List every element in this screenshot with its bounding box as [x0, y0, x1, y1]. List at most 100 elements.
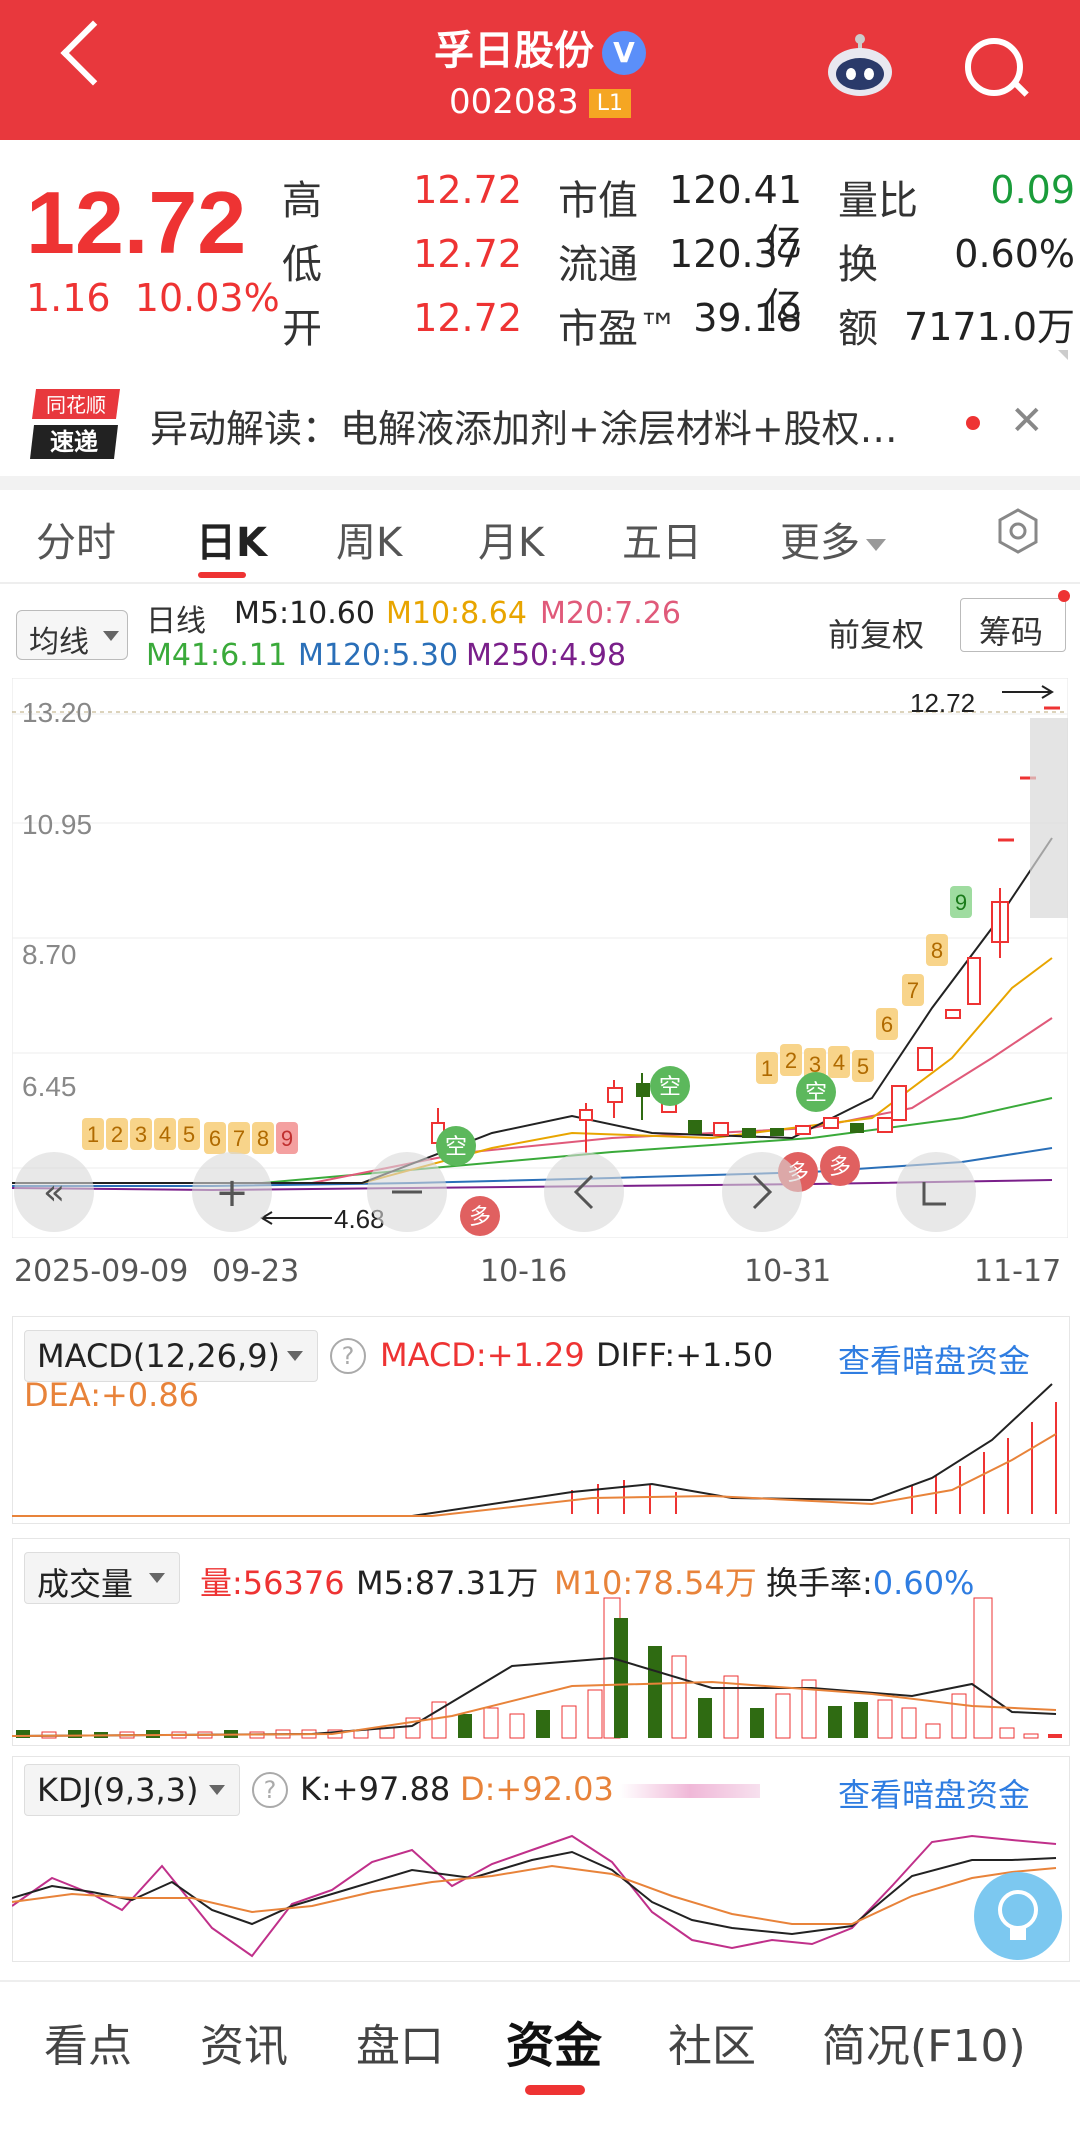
close-icon[interactable]: ✕ — [1010, 398, 1044, 444]
tab-more[interactable]: 更多 — [780, 510, 886, 568]
kdj-d-value: D:+92.03 — [460, 1770, 614, 1808]
dark-pool-link[interactable]: 查看暗盘资金 — [838, 1342, 1031, 1380]
chart-nav-controls[interactable]: « + — [14, 1152, 976, 1232]
bottom-tab-profile[interactable]: 简况(F10) — [822, 2021, 1026, 2072]
ma5-label: M5:10.60 — [234, 596, 375, 631]
volume-dropdown-icon — [149, 1573, 165, 1583]
fullscreen-icon — [922, 1182, 946, 1206]
price-change: 1.16 10.03% — [26, 276, 280, 320]
turnover-rate: 换手率:0.60% — [766, 1558, 974, 1604]
fullscreen-button[interactable] — [896, 1152, 976, 1232]
signal-b-3: 3 — [809, 1052, 821, 1077]
amount-value: 7171.0万 — [904, 305, 1075, 349]
lightbulb-icon[interactable] — [972, 1870, 1064, 1962]
stock-code-row: 002083 L1 — [0, 82, 1080, 122]
bottom-tab-funds[interactable]: 资金 — [506, 2018, 603, 2074]
y-tick-2: 10.95 — [22, 809, 92, 840]
turnover-rate-label: 换手率: — [766, 1564, 873, 1602]
signal-a-2: 2 — [111, 1122, 123, 1147]
tab-daily-k[interactable]: 日K — [196, 520, 267, 566]
signal-a-5: 5 — [183, 1122, 195, 1147]
signal-a-9: 9 — [281, 1126, 293, 1151]
search-icon[interactable] — [965, 38, 1023, 96]
news-logo-bottom: 速递 — [50, 428, 98, 456]
expand-icon[interactable] — [1058, 350, 1068, 360]
tab-monthly-k[interactable]: 月K — [478, 520, 545, 566]
kline-chart[interactable]: 13.20 10.95 8.70 6.45 12.72 — [12, 678, 1068, 1238]
level-badge: L1 — [588, 89, 632, 118]
duo-marker-3: 多 — [829, 1155, 851, 1180]
float-cap-label: 流通 — [558, 242, 638, 288]
news-headline[interactable]: 异动解读：电解液添加剂+涂层材料+股权… — [150, 407, 898, 451]
scroll-right-button[interactable] — [722, 1152, 802, 1232]
float-cap-value: 120.37亿 — [669, 232, 802, 329]
candles — [431, 706, 1060, 1153]
chips-dot — [1058, 590, 1070, 602]
tab-weekly-k[interactable]: 周K — [336, 520, 403, 566]
macd-value: MACD:+1.29 — [380, 1336, 585, 1374]
kdj-dark-pool-link[interactable]: 查看暗盘资金 — [838, 1776, 1031, 1814]
scroll-left-button[interactable] — [544, 1152, 624, 1232]
signal-b-6: 6 — [881, 1012, 893, 1037]
bottom-active-indicator — [525, 2085, 585, 2095]
kdj-dropdown-icon — [209, 1785, 225, 1795]
pe-label: 市盈™ — [558, 306, 678, 352]
help-icon[interactable]: ? — [330, 1338, 366, 1374]
volume-select-label: 成交量 — [37, 1565, 134, 1603]
bottom-tab-highlights[interactable]: 看点 — [44, 2021, 132, 2072]
ma250-line — [12, 1179, 1053, 1192]
kdj-k-value: K:+97.88 — [300, 1770, 451, 1808]
tab-five-day[interactable]: 五日 — [622, 520, 702, 566]
kdj-j-blurred — [620, 1784, 760, 1798]
chips-button-label: 筹码 — [979, 613, 1044, 651]
tab-intraday[interactable]: 分时 — [36, 520, 116, 566]
chips-button[interactable]: 筹码 — [960, 598, 1066, 652]
signal-b-7: 7 — [907, 978, 919, 1003]
volume-select[interactable]: 成交量 — [24, 1552, 180, 1604]
chips-shade — [1030, 718, 1068, 918]
current-price: 12.72 — [26, 173, 247, 272]
ma20-line — [12, 1017, 1053, 1184]
market-cap-value: 120.41亿 — [669, 168, 802, 265]
volume-ratio-label: 量比 — [838, 178, 918, 224]
bottom-tab-news[interactable]: 资讯 — [200, 2021, 288, 2072]
low-label: 低 — [282, 242, 322, 288]
signals-group-b: 1 2 3 4 5 6 7 8 9 — [756, 886, 972, 1084]
market-cap-label: 市值 — [558, 178, 638, 224]
tab-more-label: 更多 — [780, 520, 860, 566]
chevron-left-icon — [573, 1174, 594, 1210]
robot-assistant-icon[interactable] — [825, 30, 895, 100]
volume-ma10-line — [12, 1680, 1057, 1737]
max-price-arrowhead — [1041, 685, 1054, 699]
period-label: 日线 — [146, 604, 206, 639]
app-header: 孚日股份 V 002083 L1 — [0, 0, 1080, 140]
open-value: 12.72 — [413, 296, 522, 340]
kdj-k-line — [12, 1850, 1057, 1936]
kong-marker-3: 空 — [805, 1081, 827, 1106]
kdj-help-icon[interactable]: ? — [252, 1772, 288, 1808]
volume-value: 量:56376 — [200, 1564, 345, 1602]
ma-select[interactable]: 均线 — [16, 610, 128, 660]
kdj-select-label: KDJ(9,3,3) — [37, 1771, 199, 1809]
pe-value: 39.18 — [693, 296, 802, 340]
ma120-label: M120:5.30 — [298, 638, 459, 673]
low-value: 12.72 — [413, 232, 522, 276]
rewind-button[interactable] — [14, 1152, 94, 1232]
ma10-label: M10:8.64 — [386, 596, 527, 631]
adjust-mode[interactable]: 前复权 — [828, 616, 925, 654]
zoom-in-button[interactable] — [192, 1152, 272, 1232]
y-tick-4: 6.45 — [22, 1071, 77, 1102]
chevron-right-icon — [752, 1174, 773, 1210]
settings-icon[interactable] — [995, 508, 1041, 554]
change-percent: 10.03% — [134, 276, 280, 320]
macd-select-label: MACD(12,26,9) — [37, 1337, 281, 1375]
bottom-tab-community[interactable]: 社区 — [668, 2021, 756, 2072]
kdj-select[interactable]: KDJ(9,3,3) — [24, 1764, 240, 1816]
bottom-tab-orderbook[interactable]: 盘口 — [356, 2021, 444, 2072]
volume-m10: M10:78.54万 — [554, 1564, 757, 1602]
open-label: 开 — [282, 306, 322, 352]
stock-title: 孚日股份 V — [0, 18, 1080, 76]
volume-ma5-line — [12, 1656, 1057, 1737]
signal-b-9: 9 — [955, 890, 967, 915]
macd-select[interactable]: MACD(12,26,9) — [24, 1330, 318, 1382]
